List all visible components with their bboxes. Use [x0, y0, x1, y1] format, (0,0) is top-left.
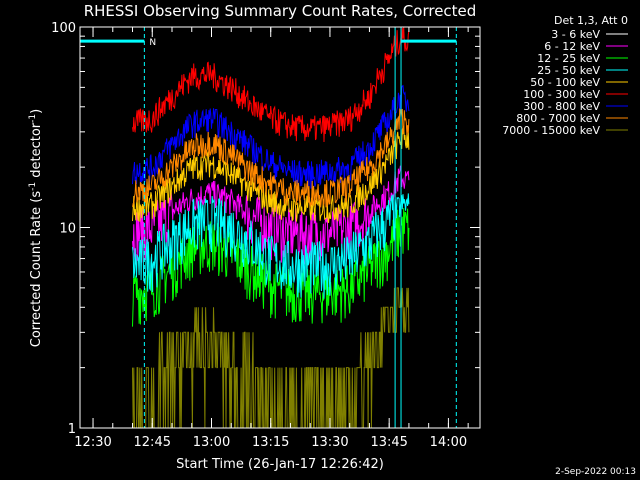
legend-label-6: 300 - 800 keV [523, 100, 600, 113]
series-line-5 [132, 26, 410, 143]
legend-label-5: 100 - 300 keV [523, 88, 600, 101]
chart-title: RHESSI Observing Summary Count Rates, Co… [84, 2, 477, 20]
legend-label-8: 7000 - 15000 keV [502, 124, 600, 137]
plot-area: N 1 10 100 12:30 12:45 13:00 13:15 13:30 13:45 14:… [51, 21, 481, 450]
x-tick-label-4: 13:30 [311, 435, 348, 450]
attenuator-marker-label: N [149, 38, 156, 48]
x-axis-label: Start Time (26-Jan-17 12:26:42) [176, 457, 384, 472]
x-tick-label-1: 12:45 [134, 435, 171, 450]
x-tick-label-6: 14:00 [430, 435, 467, 450]
series-line-7 [132, 108, 410, 208]
legend-label-3: 25 - 50 keV [537, 64, 600, 77]
series-line-4 [132, 124, 410, 224]
y-axis-label: Corrected Count Rate (s-1 detector-1) [28, 109, 44, 347]
y-tick-label-1: 10 [59, 222, 76, 237]
legend-label-0: 3 - 6 keV [551, 28, 600, 41]
legend-label-2: 12 - 25 keV [537, 52, 600, 65]
x-tick-label-0: 12:30 [74, 435, 111, 450]
series-line-6 [132, 84, 410, 189]
x-tick-label-3: 13:15 [252, 435, 289, 450]
y-tick-label-2: 100 [51, 21, 76, 36]
y-tick-label-0: 1 [68, 422, 76, 437]
series-line-3 [132, 193, 410, 299]
date-stamp: 2-Sep-2022 00:13 [555, 467, 636, 477]
legend-label-1: 6 - 12 keV [544, 40, 600, 53]
x-tick-label-2: 13:00 [193, 435, 230, 450]
legend-label-7: 800 - 7000 keV [516, 112, 600, 125]
series-line-2 [132, 207, 410, 327]
x-tick-label-5: 13:45 [370, 435, 407, 450]
legend-label-4: 50 - 100 keV [530, 76, 600, 89]
legend-header: Det 1,3, Att 0 [554, 14, 628, 27]
